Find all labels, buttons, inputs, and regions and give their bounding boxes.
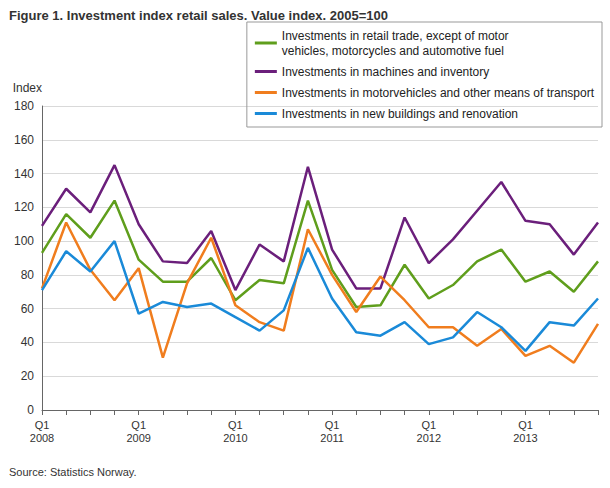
svg-text:2012: 2012 bbox=[417, 432, 441, 444]
svg-text:Q1: Q1 bbox=[35, 419, 50, 431]
svg-text:Q1: Q1 bbox=[228, 419, 243, 431]
svg-text:Figure 1. Investment index ret: Figure 1. Investment index retail sales.… bbox=[9, 8, 388, 23]
svg-text:40: 40 bbox=[21, 335, 35, 349]
svg-text:Q1: Q1 bbox=[325, 419, 340, 431]
svg-text:Investments in motorvehicles a: Investments in motorvehicles and other m… bbox=[282, 86, 595, 100]
svg-text:2013: 2013 bbox=[513, 432, 537, 444]
svg-text:60: 60 bbox=[21, 302, 35, 316]
svg-text:Q1: Q1 bbox=[421, 419, 436, 431]
svg-text:Source: Statistics Norway.: Source: Statistics Norway. bbox=[9, 466, 137, 478]
svg-text:100: 100 bbox=[14, 234, 34, 248]
svg-text:Index: Index bbox=[13, 81, 42, 95]
svg-text:Investments in retail trade, e: Investments in retail trade, except of m… bbox=[282, 29, 509, 43]
svg-text:2008: 2008 bbox=[30, 432, 54, 444]
svg-text:2009: 2009 bbox=[126, 432, 150, 444]
svg-text:Investments in machines and in: Investments in machines and inventory bbox=[282, 65, 489, 79]
svg-text:Q1: Q1 bbox=[131, 419, 146, 431]
svg-text:vehicles, motorcycles and auto: vehicles, motorcycles and automotive fue… bbox=[282, 44, 504, 58]
svg-text:180: 180 bbox=[14, 99, 34, 113]
svg-text:Investments in new buildings a: Investments in new buildings and renovat… bbox=[282, 107, 518, 121]
svg-text:160: 160 bbox=[14, 133, 34, 147]
svg-text:140: 140 bbox=[14, 167, 34, 181]
svg-text:2010: 2010 bbox=[223, 432, 247, 444]
svg-text:Q1: Q1 bbox=[518, 419, 533, 431]
svg-text:2011: 2011 bbox=[320, 432, 344, 444]
svg-text:80: 80 bbox=[21, 268, 35, 282]
svg-text:120: 120 bbox=[14, 200, 34, 214]
svg-text:0: 0 bbox=[27, 403, 34, 417]
svg-text:20: 20 bbox=[21, 369, 35, 383]
